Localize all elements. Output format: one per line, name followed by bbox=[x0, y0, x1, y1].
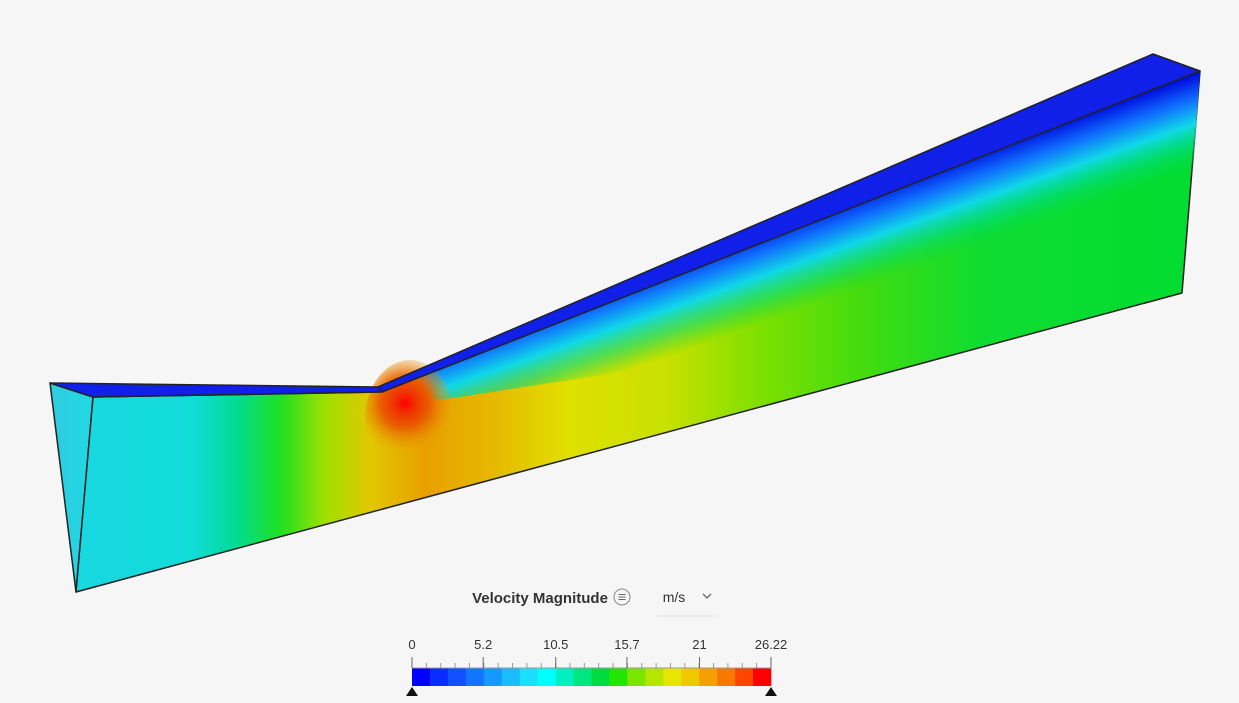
colorbar-segment bbox=[627, 668, 646, 686]
colorbar-segment bbox=[447, 668, 467, 686]
colorbar-segment bbox=[501, 668, 520, 686]
colorbar-segment bbox=[645, 668, 664, 686]
colorbar-segment bbox=[412, 668, 431, 686]
top-face-right bbox=[377, 53, 1201, 393]
colorbar-segment bbox=[555, 668, 574, 686]
tick-label: 10.5 bbox=[543, 637, 568, 652]
legend-menu-icon[interactable] bbox=[613, 588, 631, 606]
legend-menu-lines bbox=[618, 594, 626, 600]
colorbar-segment bbox=[573, 668, 592, 686]
legend: Velocity Magnitude m/s 0 5.2 10.5 15.7 21 26.… bbox=[406, 588, 787, 696]
legend-title: Velocity Magnitude bbox=[472, 590, 608, 607]
unit-chevron[interactable] bbox=[702, 593, 712, 599]
model bbox=[49, 53, 1201, 593]
colorbar-segment bbox=[483, 668, 503, 686]
colorbar-segment bbox=[465, 668, 485, 686]
colorbar-segment bbox=[735, 668, 754, 686]
colorbar-segment bbox=[591, 668, 610, 686]
colorbar-segment bbox=[753, 668, 772, 686]
min-handle[interactable] bbox=[406, 687, 418, 696]
tick-label: 21 bbox=[692, 637, 706, 652]
tick-label: 5.2 bbox=[474, 637, 492, 652]
colorbar-segment bbox=[699, 668, 718, 686]
colorbar-segment bbox=[609, 668, 628, 686]
colorbar-segment bbox=[717, 668, 736, 686]
colorbar-segment bbox=[429, 668, 449, 686]
colorbar-segment bbox=[681, 668, 700, 686]
colorbar-segment bbox=[537, 668, 556, 686]
colorbar-segment bbox=[519, 668, 538, 686]
colorbar-segment bbox=[663, 668, 682, 686]
tick-label: 26.22 bbox=[755, 637, 788, 652]
max-handle[interactable] bbox=[765, 687, 777, 696]
colorbar: 0 5.2 10.5 15.7 21 26.22 bbox=[408, 637, 787, 686]
unit-select[interactable]: m/s bbox=[663, 589, 686, 605]
tick-label: 0 bbox=[408, 637, 415, 652]
side-face-shade bbox=[382, 71, 1200, 400]
tick-label: 15.7 bbox=[614, 637, 639, 652]
